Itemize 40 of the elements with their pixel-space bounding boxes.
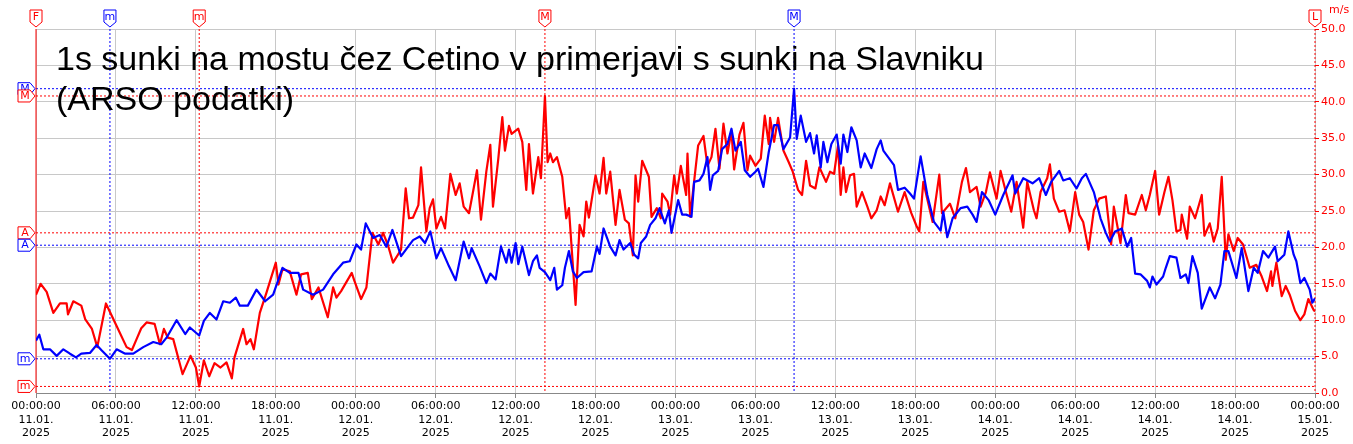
ref-line-label: m bbox=[193, 9, 205, 23]
ref-line-label: F bbox=[32, 9, 40, 23]
x-tick-label: 12:00:00 13.01. 2025 bbox=[810, 399, 861, 439]
ref-line-label: m bbox=[19, 351, 31, 365]
y-tick-label: 35.0 bbox=[1321, 131, 1346, 145]
x-tick-label: 00:00:00 13.01. 2025 bbox=[650, 399, 701, 439]
x-tick-label: 06:00:00 14.01. 2025 bbox=[1050, 399, 1100, 439]
x-tick-label: 18:00:00 13.01. 2025 bbox=[890, 399, 941, 439]
x-tick-label: 00:00:00 15.01. 2025 bbox=[1290, 399, 1340, 439]
ref-line-label: M bbox=[540, 9, 550, 23]
x-tick-label: 00:00:00 11.01. 2025 bbox=[11, 399, 61, 439]
y-tick-label: 45.0 bbox=[1321, 58, 1346, 72]
y-tick-label: 20.0 bbox=[1321, 240, 1346, 254]
ref-line-label: m bbox=[19, 379, 31, 393]
y-tick-label: 10.0 bbox=[1321, 313, 1346, 327]
x-tick-label: 06:00:00 13.01. 2025 bbox=[730, 399, 781, 439]
x-tick-label: 12:00:00 11.01. 2025 bbox=[171, 399, 221, 439]
ref-line-label: m bbox=[104, 9, 116, 23]
y-axis-title: m/s bbox=[1329, 2, 1350, 16]
x-tick-label: 18:00:00 12.01. 2025 bbox=[570, 399, 621, 439]
x-tick-label: 06:00:00 11.01. 2025 bbox=[91, 399, 141, 439]
x-tick-label: 00:00:00 14.01. 2025 bbox=[970, 399, 1020, 439]
y-tick-label: 40.0 bbox=[1321, 94, 1346, 108]
y-tick-label: 15.0 bbox=[1321, 276, 1346, 290]
y-tick-label: 25.0 bbox=[1321, 203, 1346, 217]
y-tick-label: 30.0 bbox=[1321, 167, 1346, 181]
ref-line-label: M bbox=[789, 9, 799, 23]
x-tick-label: 18:00:00 14.01. 2025 bbox=[1210, 399, 1260, 439]
x-tick-label: 00:00:00 12.01. 2025 bbox=[331, 399, 381, 439]
x-tick-label: 12:00:00 14.01. 2025 bbox=[1130, 399, 1180, 439]
x-tick-label: 06:00:00 12.01. 2025 bbox=[410, 399, 461, 439]
y-tick-label: 0.0 bbox=[1321, 385, 1339, 399]
ref-line-label: A bbox=[21, 225, 30, 239]
x-tick-label: 12:00:00 12.01. 2025 bbox=[490, 399, 541, 439]
y-tick-label: 5.0 bbox=[1321, 349, 1339, 363]
y-tick-label: 50.0 bbox=[1321, 21, 1346, 35]
text: 1s sunki na mostu čez Cetino v primerjavi s sunki na Slavniku (ARSO podatki) bbox=[56, 38, 985, 118]
ref-line-label: L bbox=[1311, 9, 1319, 23]
x-tick-label: 18:00:00 11.01. 2025 bbox=[251, 399, 301, 439]
ref-line-label: A bbox=[21, 238, 30, 252]
